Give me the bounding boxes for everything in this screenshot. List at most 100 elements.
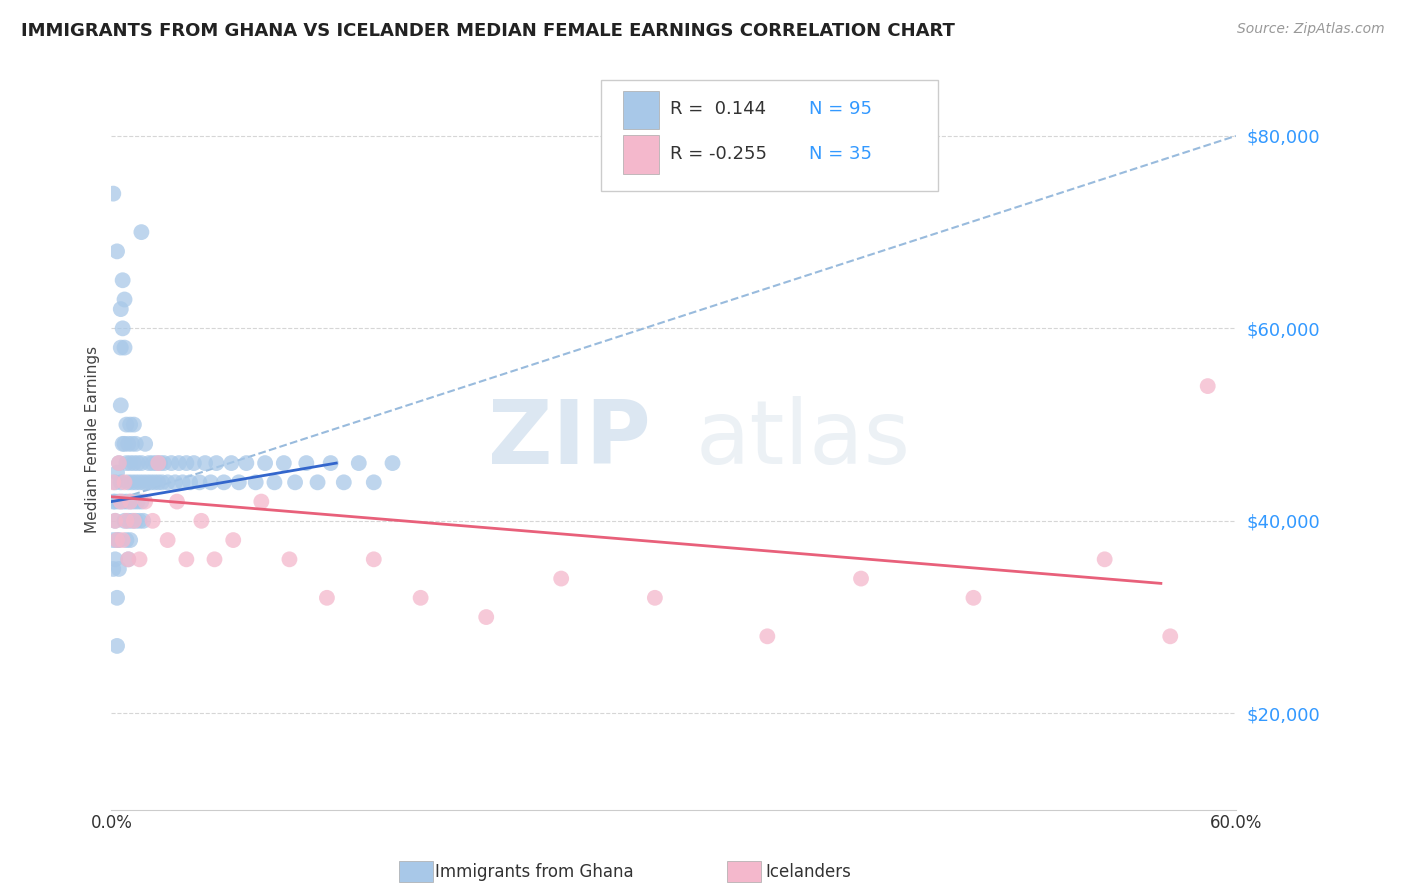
Point — [263, 475, 285, 490]
Point — [110, 341, 132, 355]
Point — [108, 456, 131, 470]
Point — [108, 494, 131, 508]
Point — [204, 552, 226, 566]
Point — [115, 533, 138, 547]
Text: ZIP: ZIP — [488, 395, 651, 483]
Point — [120, 417, 142, 432]
Point — [148, 475, 170, 490]
Point — [117, 514, 139, 528]
Point — [104, 494, 127, 508]
FancyBboxPatch shape — [600, 79, 938, 191]
Point — [153, 456, 176, 470]
Point — [120, 456, 142, 470]
Point — [131, 494, 153, 508]
Point — [105, 639, 128, 653]
Point — [132, 475, 155, 490]
Point — [381, 456, 404, 470]
Point — [122, 417, 145, 432]
Point — [131, 456, 153, 470]
Point — [110, 494, 132, 508]
Text: Source: ZipAtlas.com: Source: ZipAtlas.com — [1237, 22, 1385, 37]
Point — [295, 456, 318, 470]
Point — [114, 293, 136, 307]
Point — [316, 591, 339, 605]
Point — [115, 494, 138, 508]
Point — [139, 475, 162, 490]
FancyBboxPatch shape — [623, 136, 659, 174]
Point — [245, 475, 267, 490]
Point — [1197, 379, 1219, 393]
Point — [103, 186, 125, 201]
Point — [115, 514, 138, 528]
Point — [121, 475, 143, 490]
Point — [105, 466, 128, 480]
Point — [136, 475, 159, 490]
Text: Icelanders: Icelanders — [765, 863, 852, 881]
Point — [110, 398, 132, 412]
Point — [122, 456, 145, 470]
Point — [160, 456, 183, 470]
Point — [475, 610, 498, 624]
Point — [347, 456, 370, 470]
Point — [117, 437, 139, 451]
Point — [125, 514, 148, 528]
Point — [167, 456, 190, 470]
Point — [363, 475, 385, 490]
Point — [190, 514, 212, 528]
Point — [127, 456, 149, 470]
Point — [125, 437, 148, 451]
Point — [149, 456, 172, 470]
Point — [114, 475, 136, 490]
Point — [284, 475, 307, 490]
Point — [128, 552, 150, 566]
Text: atlas: atlas — [696, 395, 911, 483]
Point — [273, 456, 295, 470]
Point — [138, 456, 160, 470]
Point — [228, 475, 250, 490]
Point — [319, 456, 342, 470]
Text: N = 35: N = 35 — [808, 145, 872, 162]
Point — [550, 572, 572, 586]
Point — [125, 475, 148, 490]
Point — [156, 533, 179, 547]
Point — [111, 494, 134, 508]
Point — [115, 417, 138, 432]
Point — [176, 552, 198, 566]
Point — [156, 475, 179, 490]
Point — [145, 456, 167, 470]
Point — [150, 475, 173, 490]
Point — [104, 552, 127, 566]
Point — [179, 475, 201, 490]
Point — [756, 629, 779, 643]
Point — [194, 456, 217, 470]
Point — [363, 552, 385, 566]
Point — [110, 302, 132, 317]
Point — [104, 514, 127, 528]
Point — [166, 494, 188, 508]
Point — [165, 475, 187, 490]
Point — [172, 475, 194, 490]
Point — [120, 494, 142, 508]
Point — [114, 437, 136, 451]
Point — [104, 475, 127, 490]
Point — [128, 475, 150, 490]
Point — [1094, 552, 1116, 566]
Point — [103, 475, 125, 490]
Point — [110, 475, 132, 490]
Point — [221, 456, 243, 470]
Point — [849, 572, 872, 586]
Point — [134, 437, 156, 451]
Point — [962, 591, 984, 605]
Text: N = 95: N = 95 — [808, 100, 872, 119]
Point — [143, 475, 166, 490]
Point — [200, 475, 222, 490]
Point — [127, 494, 149, 508]
Point — [188, 475, 211, 490]
Point — [128, 514, 150, 528]
Point — [121, 437, 143, 451]
Point — [254, 456, 277, 470]
Point — [117, 475, 139, 490]
Point — [1159, 629, 1181, 643]
Point — [105, 533, 128, 547]
Point — [205, 456, 228, 470]
